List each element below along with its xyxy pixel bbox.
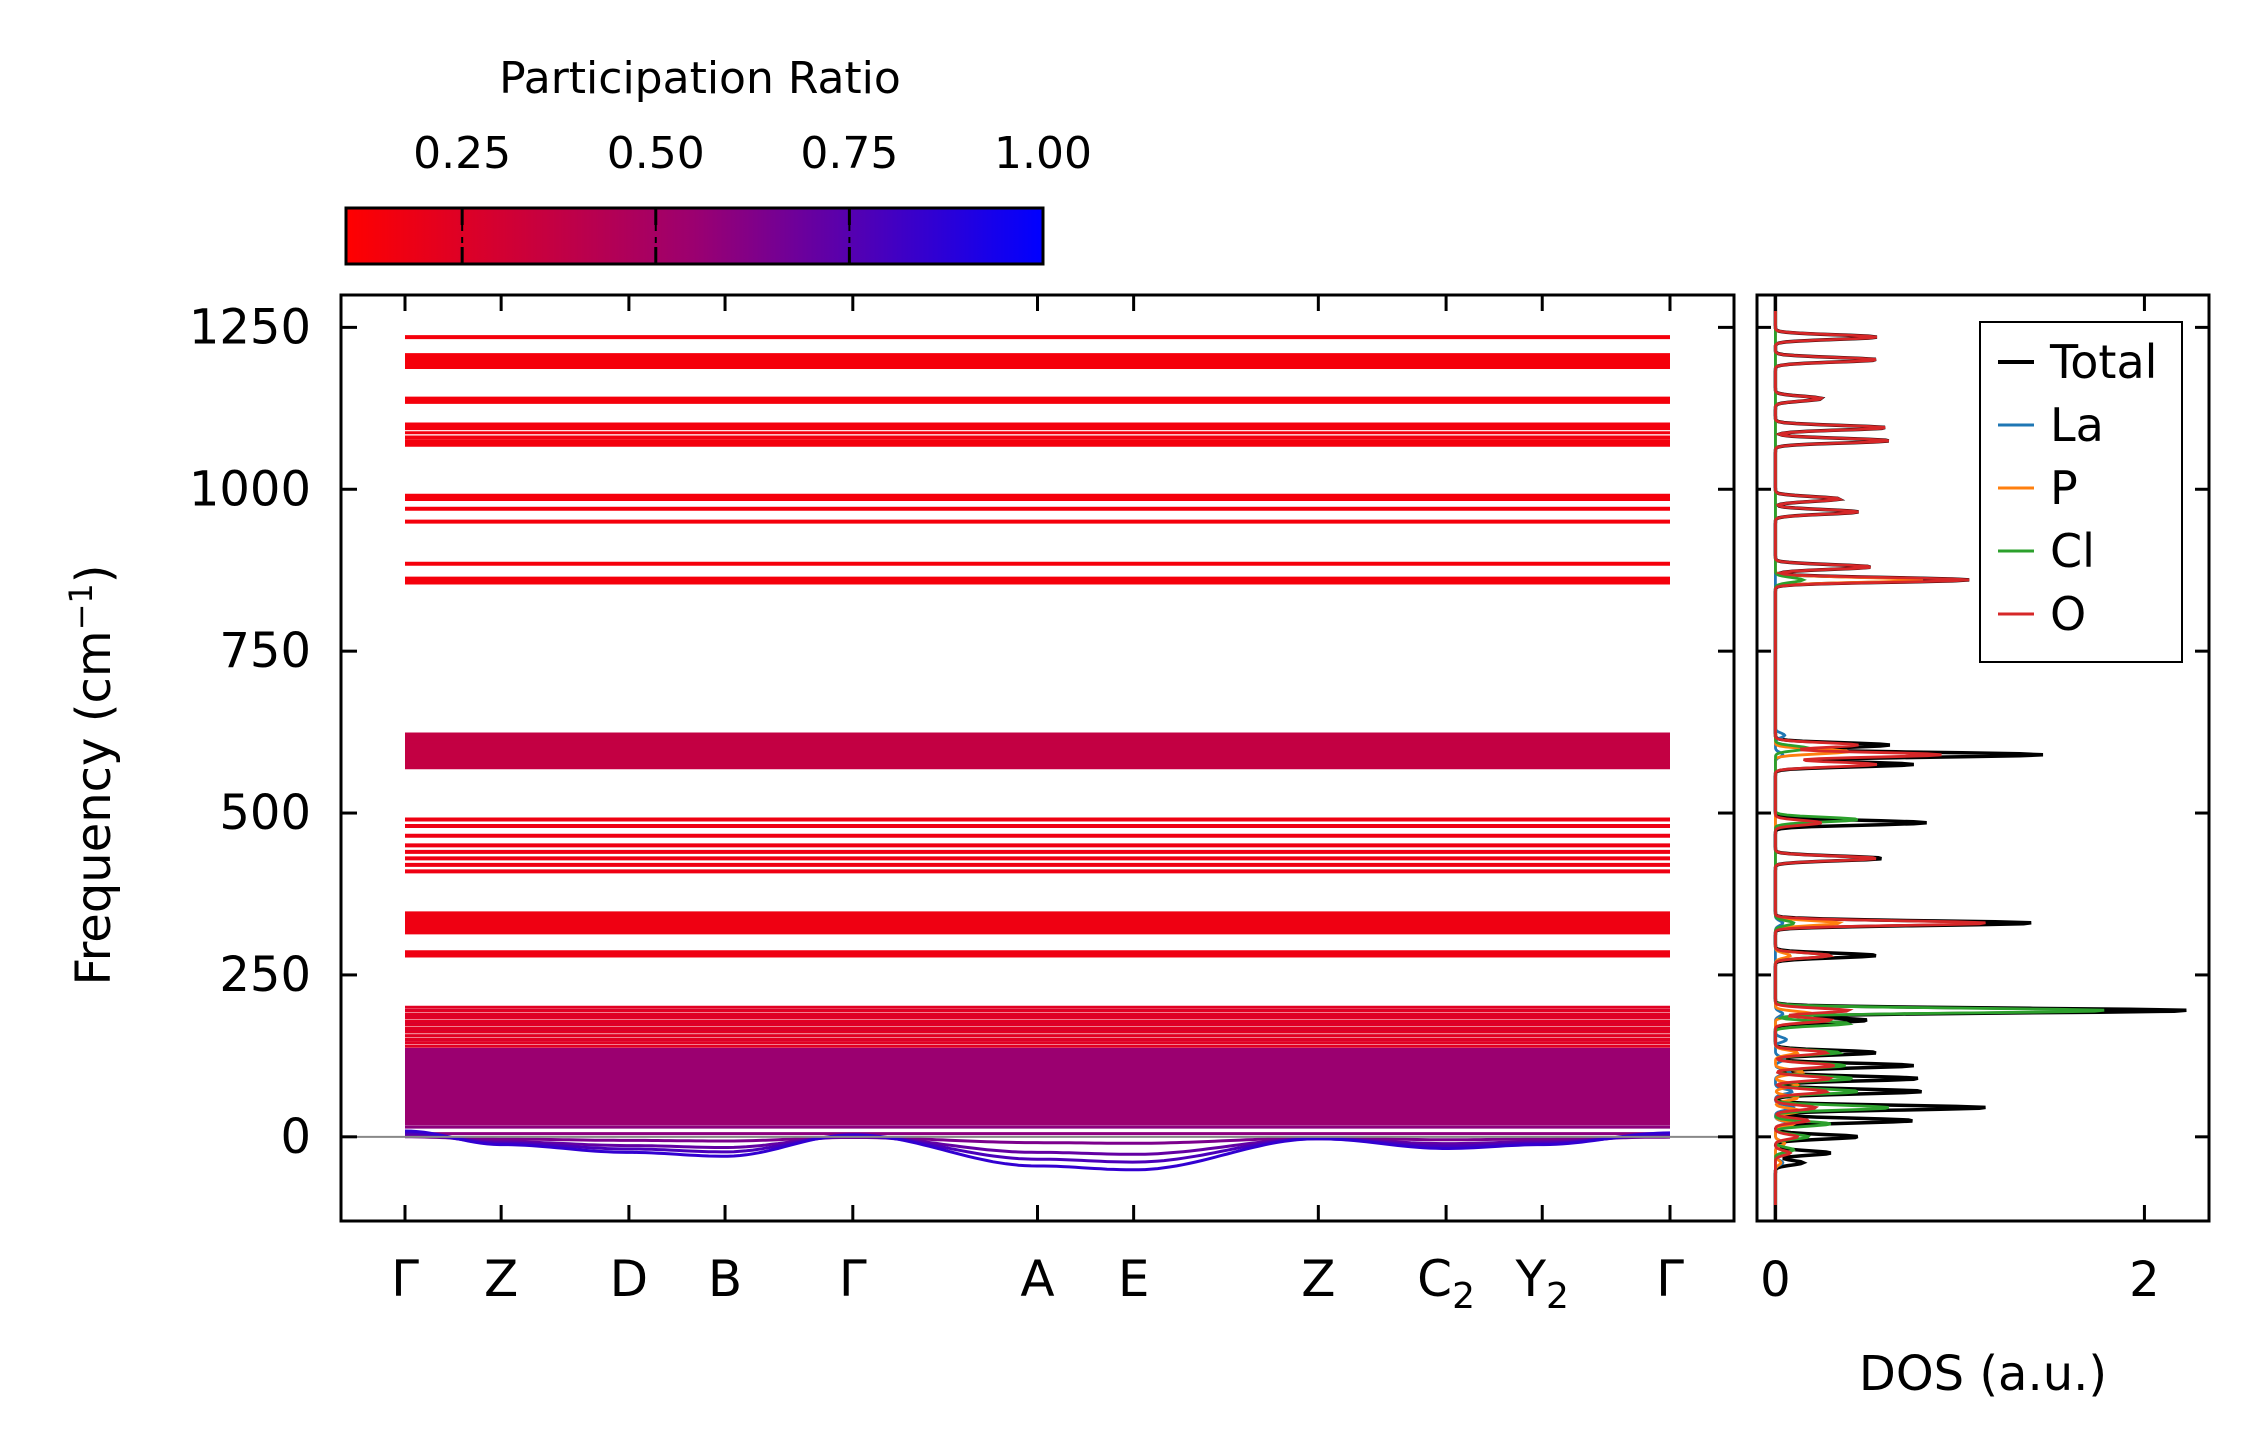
y-tick-label: 250 — [219, 947, 311, 1003]
acoustic-band — [404, 1131, 1670, 1164]
colorbar-title: Participation Ratio — [499, 53, 901, 104]
dos-plot-frame — [1755, 293, 2211, 1223]
y-tick-label: 1000 — [189, 461, 311, 517]
colorbar-tick-label: 0.25 — [413, 128, 511, 179]
colorbar-tick-label: 0.50 — [607, 128, 705, 179]
k-point-label: B — [708, 1250, 742, 1308]
dos-x-axis-label: DOS (a.u.) — [1859, 1346, 2107, 1402]
acoustic-band — [404, 1129, 1671, 1172]
y-axis-label: Frequency (cm−1) — [62, 564, 122, 985]
k-point-label: Γ — [1656, 1250, 1684, 1308]
y-tick-label: 1250 — [189, 299, 311, 355]
band-structure-panel: 0 250 500 750 1000 1250 Γ Z D B Γ A E Z C2 Y2 Γ Frequen… — [62, 293, 1736, 1317]
legend-frame — [1979, 321, 2183, 663]
dos-x-tick-label: 0 — [1760, 1252, 1791, 1308]
dos-legend: Total La P Cl O — [1979, 321, 2183, 663]
y-tick-label: 0 — [280, 1109, 311, 1165]
k-point-label: Γ — [391, 1250, 419, 1308]
legend-label: Total — [2049, 335, 2157, 389]
legend-label: O — [2050, 587, 2086, 641]
y-tick-label: 500 — [219, 785, 311, 841]
dos-series-o — [1774, 295, 1986, 1221]
acoustic-band — [405, 1133, 1671, 1156]
dos-x-tick-label: 2 — [2129, 1252, 2160, 1308]
dos-panel: 0 2 DOS (a.u.) Total La P Cl O — [1755, 293, 2211, 1402]
k-point-label: Z — [1301, 1250, 1335, 1308]
acoustic-band — [405, 1135, 1671, 1145]
k-point-label: C2 — [1417, 1250, 1475, 1317]
k-point-label: D — [610, 1250, 649, 1308]
colorbar-gradient — [344, 206, 1045, 266]
legend-label: P — [2050, 461, 2078, 515]
k-point-label: Γ — [839, 1250, 867, 1308]
k-point-label: E — [1118, 1250, 1150, 1308]
legend-label: La — [2050, 398, 2104, 452]
colorbar-tick-label: 1.00 — [994, 128, 1092, 179]
colorbar-tick-label: 0.75 — [800, 128, 898, 179]
y-tick-label: 750 — [219, 623, 311, 679]
k-point-label: Z — [484, 1250, 518, 1308]
legend-label: Cl — [2050, 524, 2095, 578]
k-point-label: A — [1020, 1250, 1054, 1308]
k-point-label: Y2 — [1515, 1250, 1569, 1317]
colorbar: Participation Ratio 0.25 0.50 0.75 1.00 — [344, 53, 1092, 266]
